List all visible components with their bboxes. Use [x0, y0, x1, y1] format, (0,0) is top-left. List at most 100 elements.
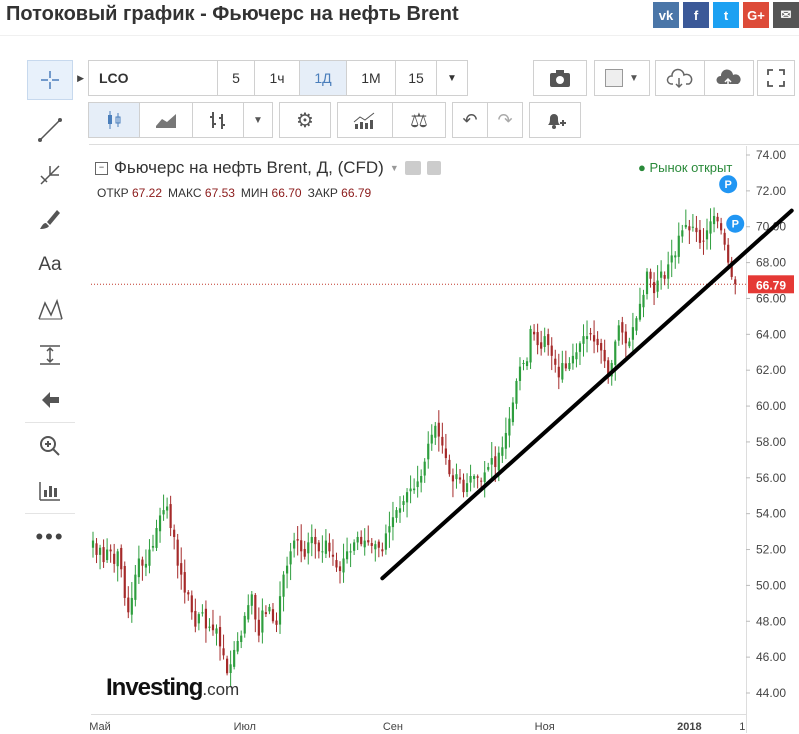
candle-body [473, 476, 476, 479]
interval-dropdown[interactable]: ▼ [436, 60, 468, 96]
candle-body [169, 504, 172, 529]
candle-body [398, 508, 402, 513]
candle-body [377, 541, 380, 548]
chart-style-button[interactable]: ▼ [594, 60, 650, 96]
pitchfork-icon [40, 164, 60, 185]
candle-body [430, 434, 433, 444]
candle-body [293, 540, 296, 549]
candle-body [381, 549, 384, 552]
brush-icon [40, 209, 60, 229]
compare-button[interactable]: ⚖ [392, 102, 446, 138]
candle-body [335, 560, 338, 568]
load-button[interactable] [655, 60, 705, 96]
interval-button[interactable]: 5 [217, 60, 255, 96]
x-tick-label: Ноя [535, 721, 555, 733]
vk-icon[interactable]: vk [653, 2, 679, 28]
candle-body [321, 551, 324, 553]
candles-button[interactable] [88, 102, 140, 138]
pitchfork-tool[interactable] [25, 152, 75, 197]
candle-body [691, 226, 694, 228]
settings-button[interactable]: ⚙ [279, 102, 331, 138]
candle-body [437, 422, 440, 437]
y-tick-label: 54.00 [756, 507, 786, 521]
google-plus-icon[interactable]: G+ [743, 2, 769, 28]
ohlc-value: 66.70 [271, 186, 302, 200]
brush-tool[interactable] [25, 197, 75, 242]
candle-body [508, 418, 511, 436]
candle-body [278, 596, 282, 625]
chevron-right-icon[interactable]: ▶ [77, 73, 84, 83]
snapshot-button[interactable] [533, 60, 587, 96]
email-icon[interactable]: ✉ [773, 2, 799, 28]
pattern-icon [38, 298, 63, 319]
interval-toolbar: LCO 5 1ч 1Д 1М 15 ▼ [88, 60, 468, 96]
undo-icon: ↶ [462, 109, 478, 130]
candle-body [229, 664, 232, 674]
candle-body [444, 448, 447, 459]
redo-button[interactable]: ↷ [487, 102, 523, 138]
y-tick-label: 60.00 [756, 399, 786, 413]
dividend-marker-label: P [725, 179, 732, 191]
x-tick-label: 1 [739, 721, 745, 733]
interval-button[interactable]: 1ч [254, 60, 300, 96]
more-tools[interactable]: ••• [25, 514, 75, 559]
twitter-icon[interactable]: t [713, 2, 739, 28]
share-bar: vk f t G+ ✉ [653, 2, 799, 28]
interval-button[interactable]: 1Д [299, 60, 347, 96]
y-tick-label: 74.00 [756, 148, 786, 162]
candle-body [268, 606, 271, 612]
collapse-icon[interactable]: − [95, 161, 108, 175]
measure-tool[interactable] [25, 332, 75, 377]
candle-body [600, 343, 603, 351]
area-button[interactable] [139, 102, 193, 138]
candle-body [441, 436, 444, 446]
candle-body [342, 558, 345, 573]
trend-line-tool[interactable] [25, 107, 75, 152]
save-button[interactable] [704, 60, 754, 96]
candle-body [173, 529, 176, 537]
fullscreen-button[interactable] [757, 60, 795, 96]
candle-body [536, 332, 539, 346]
candle-body [529, 328, 532, 363]
candle-body [211, 624, 215, 631]
candle-body [254, 594, 257, 620]
candle-body [487, 467, 490, 470]
candle-body [328, 542, 331, 552]
text-tool[interactable]: Aa [25, 242, 75, 287]
symbol-input[interactable]: LCO [88, 60, 218, 96]
candle-body [285, 565, 289, 574]
cloud-download-icon [666, 68, 693, 89]
y-tick-label: 62.00 [756, 363, 786, 377]
candle-body [642, 294, 645, 308]
alert-button[interactable] [529, 102, 581, 138]
crosshair-tool[interactable]: ▶ [27, 60, 84, 100]
candle-body [116, 551, 119, 567]
interval-button[interactable]: 15 [395, 60, 437, 96]
bars-button[interactable] [192, 102, 244, 138]
candle-body [257, 619, 260, 636]
indicator-tool[interactable] [25, 468, 75, 514]
candle-body [652, 282, 656, 294]
pattern-tool[interactable] [25, 287, 75, 332]
zoom-tool[interactable] [25, 423, 75, 468]
gear-icon[interactable] [426, 161, 441, 175]
facebook-icon[interactable]: f [683, 2, 709, 28]
y-tick-label: 46.00 [756, 650, 786, 664]
chart-type-dropdown[interactable]: ▼ [243, 102, 273, 138]
candle-body [127, 597, 130, 613]
candle-body [585, 336, 589, 340]
candle-body [338, 566, 342, 572]
candle-body [162, 510, 165, 515]
undo-button[interactable]: ↶ [452, 102, 488, 138]
cloud-upload-icon [716, 69, 741, 87]
indicators-button[interactable] [337, 102, 393, 138]
crosshair-icon [41, 71, 59, 89]
candle-body [628, 341, 631, 347]
candle-body [423, 461, 426, 476]
back-tool[interactable] [25, 377, 75, 423]
chevron-down-icon[interactable]: ▼ [389, 163, 399, 173]
candle-body [155, 528, 158, 548]
candle-body [222, 648, 225, 656]
eye-icon[interactable] [404, 161, 421, 175]
